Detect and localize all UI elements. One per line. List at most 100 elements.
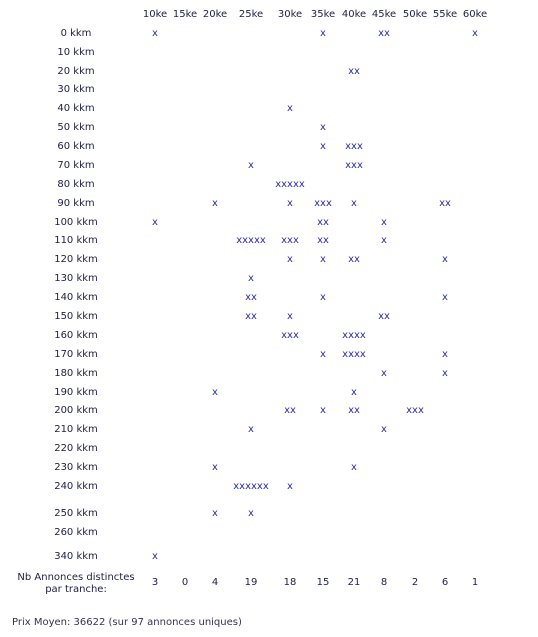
- cell-marks: xxx: [281, 235, 299, 246]
- cell-marks: xxx: [345, 141, 363, 152]
- row-label: 10 kkm: [57, 47, 95, 58]
- row-label: 130 kkm: [54, 273, 98, 284]
- total-value: 1: [471, 577, 479, 588]
- cell-marks: x: [320, 254, 326, 265]
- cell-marks: x: [152, 551, 158, 562]
- column-header: 25ke: [238, 9, 264, 20]
- row-label: 250 kkm: [54, 508, 98, 519]
- cell-marks: x: [351, 198, 357, 209]
- cell-marks: x: [351, 462, 357, 473]
- column-header: 40ke: [341, 9, 367, 20]
- row-label: 160 kkm: [54, 330, 98, 341]
- cell-marks: x: [351, 387, 357, 398]
- cell-marks: xxxxxx: [233, 481, 269, 492]
- cell-marks: xx: [439, 198, 451, 209]
- cell-marks: x: [248, 508, 254, 519]
- cell-marks: xx: [378, 28, 390, 39]
- row-label: 220 kkm: [54, 443, 98, 454]
- cell-marks: x: [381, 368, 387, 379]
- column-header: 10ke: [142, 9, 168, 20]
- cell-marks: x: [212, 508, 218, 519]
- cell-marks: x: [381, 235, 387, 246]
- cell-marks: xxxx: [342, 330, 366, 341]
- cell-marks: xxxxx: [275, 179, 305, 190]
- row-label: 110 kkm: [54, 235, 98, 246]
- row-label: 340 kkm: [54, 551, 98, 562]
- row-label: 70 kkm: [57, 160, 95, 171]
- total-value: 15: [316, 577, 330, 588]
- footer: Prix Moyen: 36622 (sur 97 annonces uniqu…: [12, 617, 242, 628]
- cell-marks: xx: [245, 292, 257, 303]
- cell-marks: xxx: [345, 160, 363, 171]
- totals-label: Nb Annonces distinctes par tranche:: [17, 572, 135, 595]
- row-label: 40 kkm: [57, 103, 95, 114]
- row-label: 120 kkm: [54, 254, 98, 265]
- cell-marks: x: [152, 28, 158, 39]
- cell-marks: x: [442, 254, 448, 265]
- cell-marks: x: [248, 160, 254, 171]
- row-label: 60 kkm: [57, 141, 95, 152]
- cell-marks: x: [472, 28, 478, 39]
- cell-marks: xxx: [281, 330, 299, 341]
- row-label: 240 kkm: [54, 481, 98, 492]
- total-value: 6: [441, 577, 449, 588]
- row-label: 0 kkm: [60, 28, 92, 39]
- cell-marks: x: [287, 311, 293, 322]
- cell-marks: xx: [245, 311, 257, 322]
- row-label: 200 kkm: [54, 405, 98, 416]
- row-label: 20 kkm: [57, 66, 95, 77]
- cell-marks: xx: [348, 66, 360, 77]
- row-label: 260 kkm: [54, 527, 98, 538]
- cell-marks: x: [287, 103, 293, 114]
- total-value: 18: [283, 577, 297, 588]
- cell-marks: x: [320, 141, 326, 152]
- column-header: 55ke: [432, 9, 458, 20]
- cell-marks: x: [248, 424, 254, 435]
- row-label: 140 kkm: [54, 292, 98, 303]
- cell-marks: x: [212, 198, 218, 209]
- row-label: 100 kkm: [54, 217, 98, 228]
- row-label: 50 kkm: [57, 122, 95, 133]
- cell-marks: x: [287, 481, 293, 492]
- cell-marks: x: [248, 273, 254, 284]
- cell-marks: x: [287, 254, 293, 265]
- cell-marks: xxxxx: [236, 235, 266, 246]
- cell-marks: x: [442, 292, 448, 303]
- cell-marks: x: [152, 217, 158, 228]
- column-header: 30ke: [277, 9, 303, 20]
- cell-marks: x: [320, 405, 326, 416]
- row-label: 180 kkm: [54, 368, 98, 379]
- row-label: 90 kkm: [57, 198, 95, 209]
- cell-marks: x: [442, 368, 448, 379]
- cell-marks: x: [381, 217, 387, 228]
- cell-marks: xxx: [406, 405, 424, 416]
- cell-marks: x: [212, 462, 218, 473]
- row-label: 170 kkm: [54, 349, 98, 360]
- total-value: 21: [347, 577, 361, 588]
- column-header: 35ke: [310, 9, 336, 20]
- row-label: 30 kkm: [57, 84, 95, 95]
- total-value: 19: [244, 577, 258, 588]
- cell-marks: x: [320, 122, 326, 133]
- cell-marks: xxxx: [342, 349, 366, 360]
- column-header: 15ke: [172, 9, 198, 20]
- cell-marks: xx: [378, 311, 390, 322]
- row-label: 150 kkm: [54, 311, 98, 322]
- column-header: 60ke: [462, 9, 488, 20]
- total-value: 4: [211, 577, 219, 588]
- total-value: 8: [380, 577, 388, 588]
- cell-marks: x: [442, 349, 448, 360]
- total-value: 3: [151, 577, 159, 588]
- row-label: 210 kkm: [54, 424, 98, 435]
- cell-marks: x: [381, 424, 387, 435]
- cell-marks: x: [287, 198, 293, 209]
- cell-marks: xx: [317, 235, 329, 246]
- column-header: 45ke: [371, 9, 397, 20]
- row-label: 190 kkm: [54, 387, 98, 398]
- row-label: 230 kkm: [54, 462, 98, 473]
- total-value: 2: [411, 577, 419, 588]
- column-header: 50ke: [402, 9, 428, 20]
- cell-marks: x: [320, 28, 326, 39]
- cell-marks: x: [212, 387, 218, 398]
